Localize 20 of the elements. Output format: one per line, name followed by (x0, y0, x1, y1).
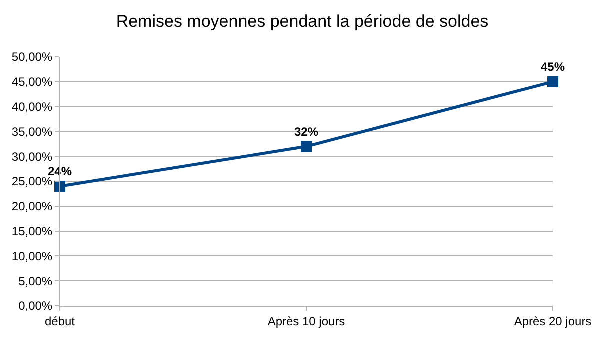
y-tick-label: 30,00% (12, 150, 53, 164)
point (54, 180, 66, 192)
y-tick-label: 10,00% (12, 249, 53, 264)
y-tick-label: 40,00% (12, 100, 53, 114)
y-tick-label: 50,00% (12, 50, 53, 64)
y-tick-label: 0,00% (18, 299, 53, 314)
y-tick-label: 45,00% (12, 75, 53, 90)
point (301, 141, 312, 152)
data-label: 32% (294, 124, 319, 139)
y-tick-label: 20,00% (12, 200, 53, 214)
y-tick-label: 35,00% (12, 124, 53, 139)
x-tick-label: début (44, 314, 76, 328)
x-tick-label: Après 10 jours (268, 314, 346, 328)
point (548, 76, 558, 88)
y-tick-label: 25,00% (12, 174, 53, 189)
data-label: 45% (540, 60, 566, 74)
x-tick-label: Après 20 jours (514, 314, 592, 328)
chart-title: Remises moyennes pendant la période de soldes (116, 12, 489, 32)
y-tick-label: 5,00% (18, 274, 53, 288)
y-tick-label: 15,00% (12, 224, 53, 238)
